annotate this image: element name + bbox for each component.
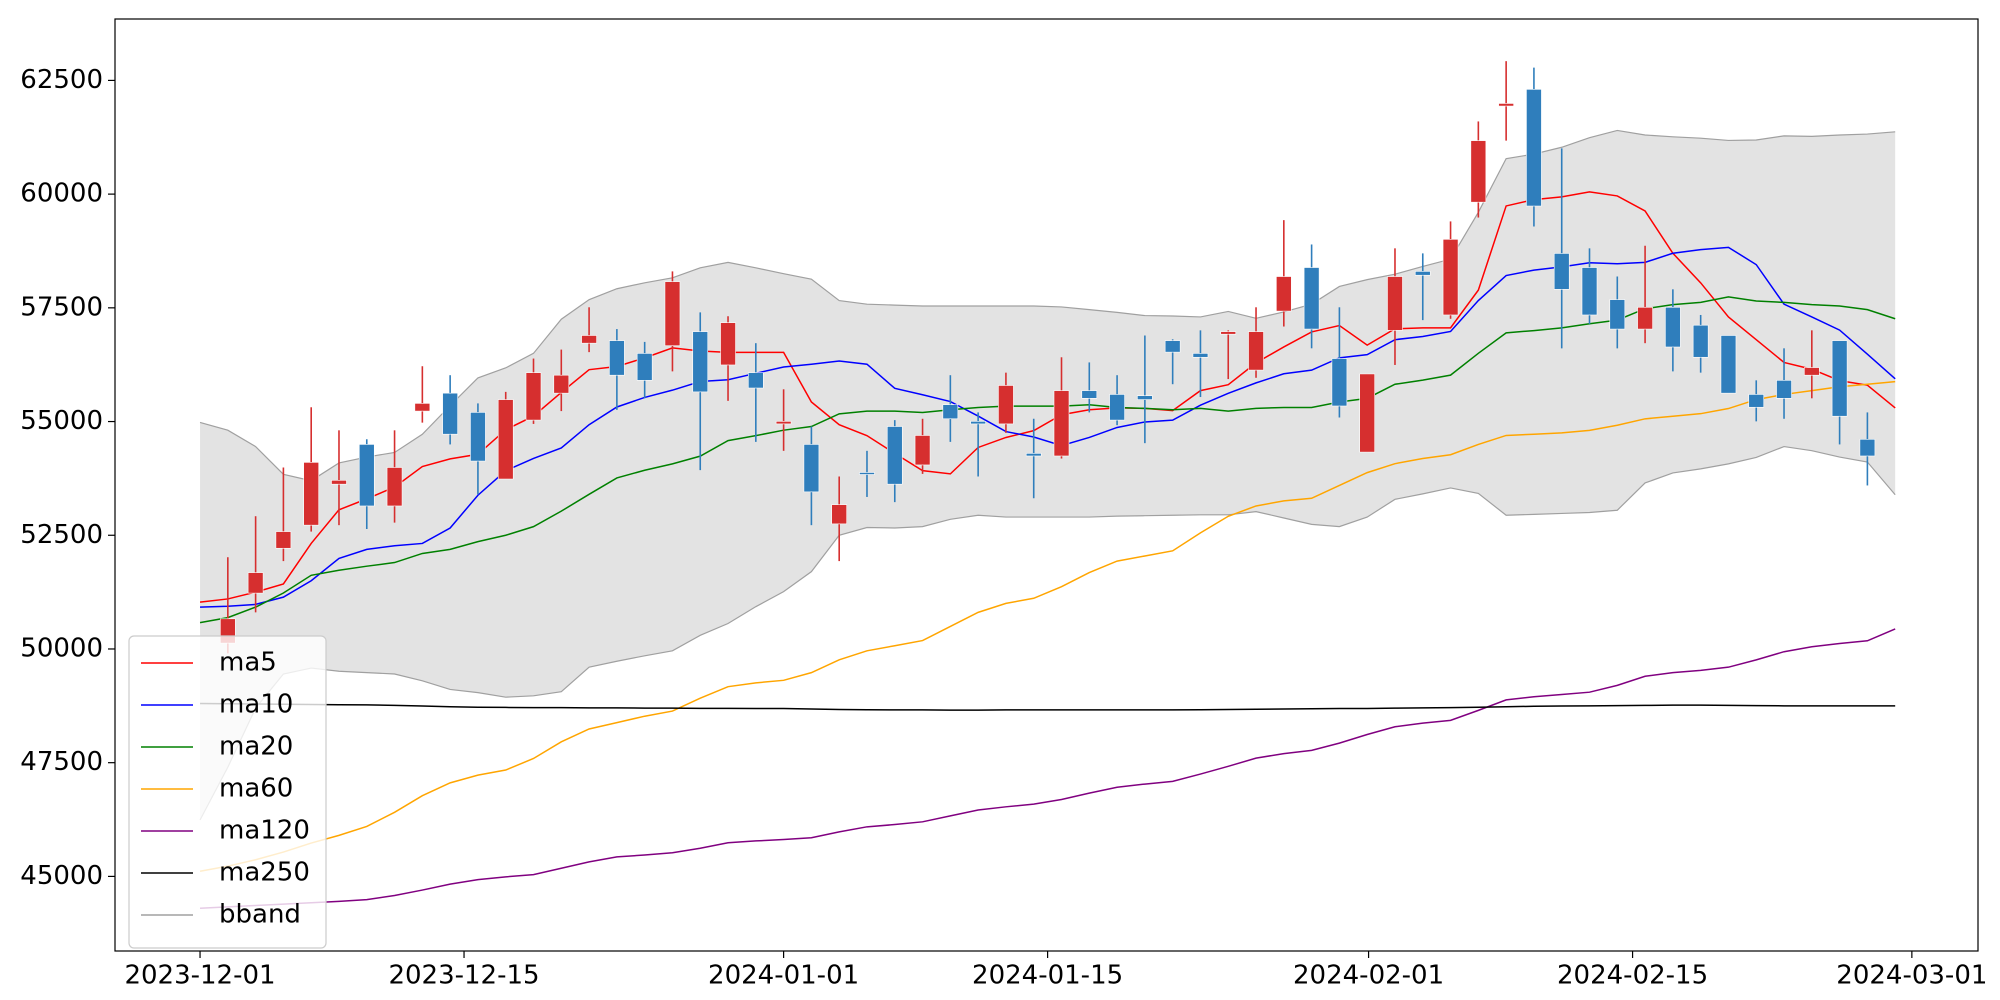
y-tick-label: 55000 xyxy=(20,406,103,436)
candle-body xyxy=(1303,267,1320,330)
candle-body xyxy=(775,421,792,425)
candle-body xyxy=(998,385,1014,425)
legend-label: ma5 xyxy=(219,648,277,678)
candle-body xyxy=(414,403,431,412)
y-tick-label: 57500 xyxy=(20,292,103,322)
plot-area xyxy=(199,61,1896,909)
x-tick-label: 2023-12-15 xyxy=(388,961,539,991)
candle-body xyxy=(1692,324,1709,358)
y-tick-label: 60000 xyxy=(20,179,103,209)
candle-body xyxy=(1276,276,1292,312)
candle-body xyxy=(1359,373,1375,453)
candle-body xyxy=(720,322,736,366)
candle-body xyxy=(247,572,264,594)
candle-body xyxy=(859,472,875,475)
legend-label: ma250 xyxy=(219,858,310,888)
candle-body xyxy=(1609,299,1626,330)
x-tick-label: 2024-02-01 xyxy=(1293,961,1444,991)
candle-body xyxy=(803,444,820,493)
candle-body xyxy=(1581,267,1598,316)
candle-body xyxy=(1053,390,1070,457)
candle-body xyxy=(914,435,931,466)
candle-body xyxy=(1248,331,1264,371)
y-tick-label: 47500 xyxy=(20,747,103,777)
x-tick-label: 2024-01-01 xyxy=(708,961,859,991)
x-tick-label: 2024-02-15 xyxy=(1557,961,1708,991)
ma-line xyxy=(200,628,1896,909)
candle-body xyxy=(470,412,486,462)
candle-body xyxy=(970,421,986,425)
legend-label: bband xyxy=(219,900,301,930)
y-tick-label: 50000 xyxy=(20,633,103,663)
candle-body xyxy=(1025,453,1042,457)
candle-body xyxy=(1526,89,1542,207)
candle-body xyxy=(1164,340,1181,353)
candle-body xyxy=(1470,140,1487,203)
candle-body xyxy=(1414,271,1431,276)
candle-body xyxy=(942,404,959,420)
bband-upper xyxy=(199,129,1896,482)
legend-label: ma120 xyxy=(219,816,310,846)
candle-body xyxy=(636,353,653,381)
legend-label: ma10 xyxy=(219,690,293,720)
ma-line xyxy=(200,246,1896,608)
candle-body xyxy=(303,462,319,526)
y-tick-label: 62500 xyxy=(20,65,103,95)
ma-line xyxy=(199,380,1896,872)
candle-body xyxy=(553,374,570,394)
candle-body xyxy=(1831,340,1848,417)
legend-label: ma20 xyxy=(219,732,293,762)
candle-body xyxy=(1442,239,1459,316)
candle-body xyxy=(1331,358,1348,407)
candle-body xyxy=(1220,331,1237,335)
candle-body xyxy=(386,467,403,507)
legend-box xyxy=(128,635,327,949)
candle-body xyxy=(442,392,458,435)
candle-body xyxy=(748,372,764,389)
candle-body xyxy=(1665,306,1681,348)
candle-body xyxy=(1637,306,1653,330)
candle-body xyxy=(275,531,292,549)
y-tick-label: 45000 xyxy=(20,861,103,891)
candle-body xyxy=(664,281,681,347)
x-tick-label: 2023-12-01 xyxy=(124,961,275,991)
candle-body xyxy=(1387,276,1403,331)
candle-body xyxy=(497,399,514,480)
candle-body xyxy=(1720,335,1737,394)
candle-body xyxy=(1081,390,1098,399)
candle-body xyxy=(692,331,709,393)
candle-body xyxy=(1553,253,1570,290)
bband-lower xyxy=(199,445,1896,821)
candle-body xyxy=(886,426,903,485)
candle-body xyxy=(609,340,625,376)
candle-body xyxy=(1137,395,1153,400)
legend-label: ma60 xyxy=(219,774,293,804)
candle-body xyxy=(331,480,347,485)
candle-body xyxy=(1192,353,1209,358)
bband-fill xyxy=(200,130,1896,821)
y-tick-label: 52500 xyxy=(20,520,103,550)
x-tick-label: 2024-01-15 xyxy=(972,961,1123,991)
candle-body xyxy=(525,372,542,421)
candle-body xyxy=(581,335,597,344)
candle-body xyxy=(831,504,847,525)
candle-body xyxy=(1109,394,1125,421)
ma-line xyxy=(200,702,1896,711)
candle-body xyxy=(1776,380,1792,399)
x-tick-label: 2024-03-01 xyxy=(1836,961,1987,991)
candle-body xyxy=(358,444,375,507)
candle-body xyxy=(1859,438,1876,457)
candle-body xyxy=(1748,394,1765,408)
candle-body xyxy=(1498,103,1514,107)
candle-body xyxy=(1804,367,1820,376)
plot-frame xyxy=(114,18,1979,952)
